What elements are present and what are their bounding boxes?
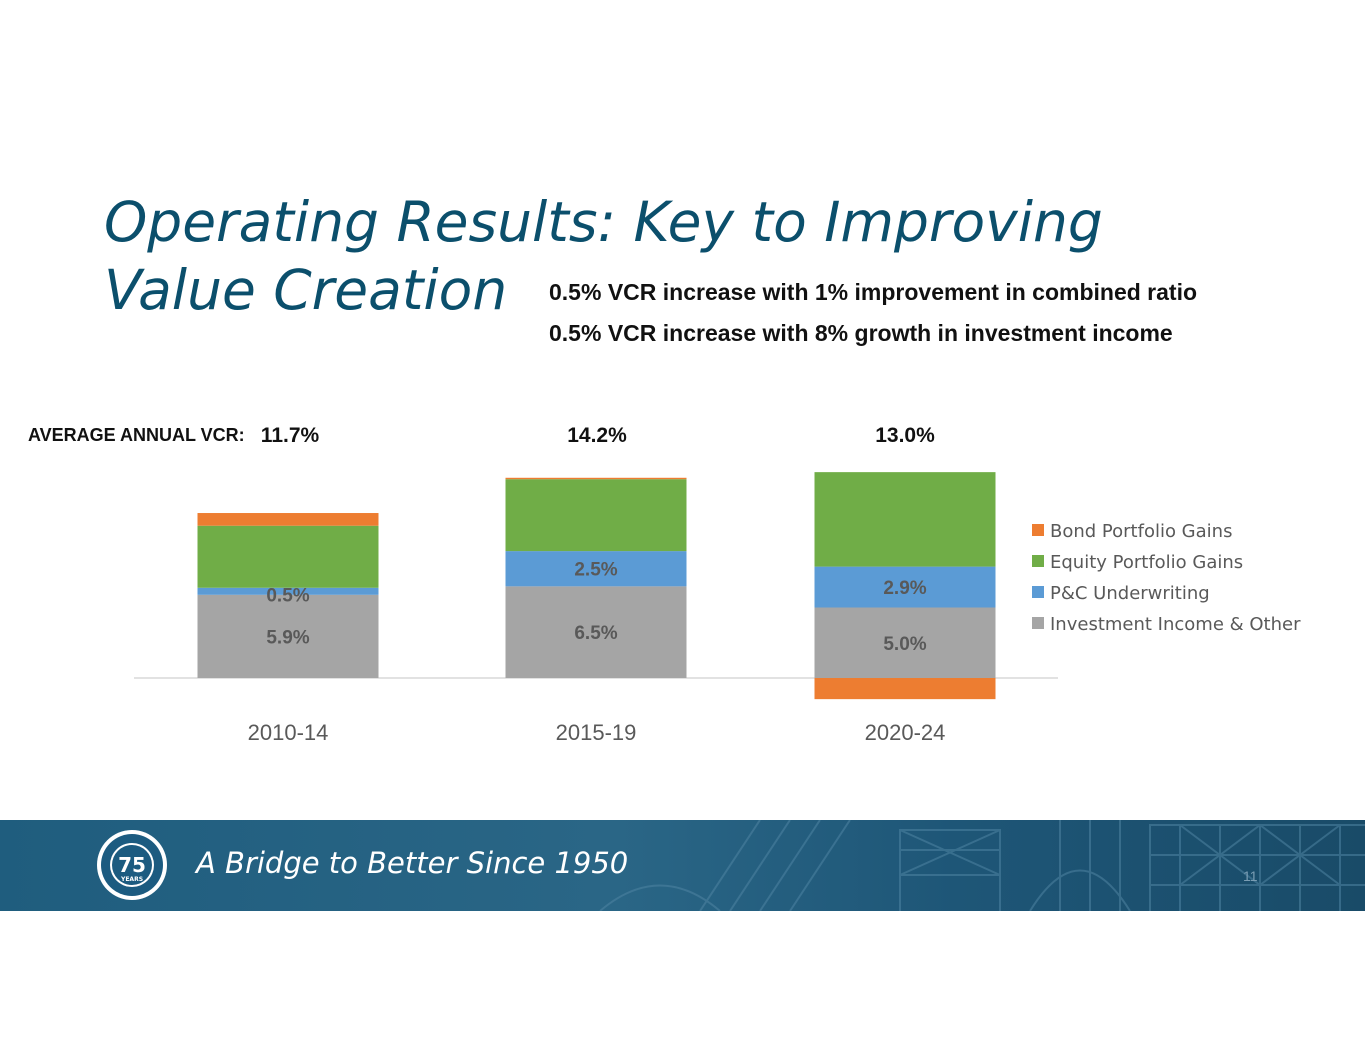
total-label-2020-24: 13.0% <box>875 424 935 447</box>
data-label-p-c-underwriting-2015-19: 2.5% <box>574 560 617 581</box>
data-label-p-c-underwriting-2020-24: 2.9% <box>883 578 926 599</box>
bridge-background-illustration <box>599 820 1365 911</box>
bar-p-c-underwriting-2020-24 <box>814 566 996 608</box>
bar-bond-portfolio-gains-2015-19 <box>505 477 687 480</box>
legend-label-equity-portfolio-gains: Equity Portfolio Gains <box>1050 552 1243 573</box>
legend-swatch-p-c-underwriting <box>1032 586 1044 598</box>
vcr-stacked-bar-chart: 5.9% 0.5% 2010-14 11.7% 6.5% 2.5% 2015-19 14.2%… <box>134 424 1301 745</box>
bar-p-c-underwriting-2015-19 <box>505 551 687 587</box>
subtitle-line-2: 0.5% VCR increase with 8% growth in inve… <box>549 320 1173 346</box>
title-line-1: Operating Results: Key to Improving <box>104 190 1103 254</box>
legend-label-investment-income-other: Investment Income & Other <box>1050 614 1301 635</box>
total-label-2010-14: 11.7% <box>261 424 320 447</box>
svg-text:YEARS: YEARS <box>120 876 143 883</box>
data-label-p-c-underwriting-2010-14: 0.5% <box>266 585 309 606</box>
bar-investment-income-other-2020-24 <box>814 607 996 678</box>
x-tick-label-2010-14: 2010-14 <box>248 720 329 745</box>
bar-investment-income-other-2010-14 <box>197 594 379 678</box>
total-label-2015-19: 14.2% <box>567 424 627 447</box>
bar-equity-portfolio-gains-2010-14 <box>197 525 379 588</box>
legend-swatch-investment-income-other <box>1032 617 1044 629</box>
data-label-investment-income-other-2020-24: 5.0% <box>883 634 926 655</box>
legend-swatch-bond-portfolio-gains <box>1032 524 1044 536</box>
subtitle-line-1: 0.5% VCR increase with 1% improvement in… <box>549 279 1198 305</box>
bar-investment-income-other-2015-19 <box>505 586 687 678</box>
subtitle: 0.5% VCR increase with 1% improvement in… <box>549 272 1197 354</box>
bar-bond-portfolio-gains-2020-24 <box>814 678 996 700</box>
svg-text:75: 75 <box>118 853 146 877</box>
bar-p-c-underwriting-2010-14 <box>197 587 379 595</box>
footer-tagline: A Bridge to Better Since 1950 <box>196 846 629 880</box>
data-label-investment-income-other-2015-19: 6.5% <box>574 623 617 644</box>
legend-swatch-equity-portfolio-gains <box>1032 555 1044 567</box>
footer-banner: 75 YEARS A Bridge to Better Since 1950 1… <box>0 820 1365 911</box>
average-vcr-label: AVERAGE ANNUAL VCR: <box>28 425 245 445</box>
legend-label-p-c-underwriting: P&C Underwriting <box>1050 583 1210 604</box>
bar-bond-portfolio-gains-2010-14 <box>197 513 379 526</box>
legend-label-bond-portfolio-gains: Bond Portfolio Gains <box>1050 521 1232 542</box>
page-title: Operating Results: Key to Improving Valu… <box>104 188 1103 324</box>
company-75-years-logo: 75 YEARS <box>97 830 167 900</box>
bar-equity-portfolio-gains-2015-19 <box>505 479 687 552</box>
page-number: 11 <box>1243 868 1258 884</box>
title-line-2: Value Creation <box>104 258 508 322</box>
x-tick-label-2015-19: 2015-19 <box>556 720 637 745</box>
data-label-investment-income-other-2010-14: 5.9% <box>266 627 309 648</box>
x-tick-label-2020-24: 2020-24 <box>865 720 946 745</box>
bar-equity-portfolio-gains-2020-24 <box>814 472 996 567</box>
